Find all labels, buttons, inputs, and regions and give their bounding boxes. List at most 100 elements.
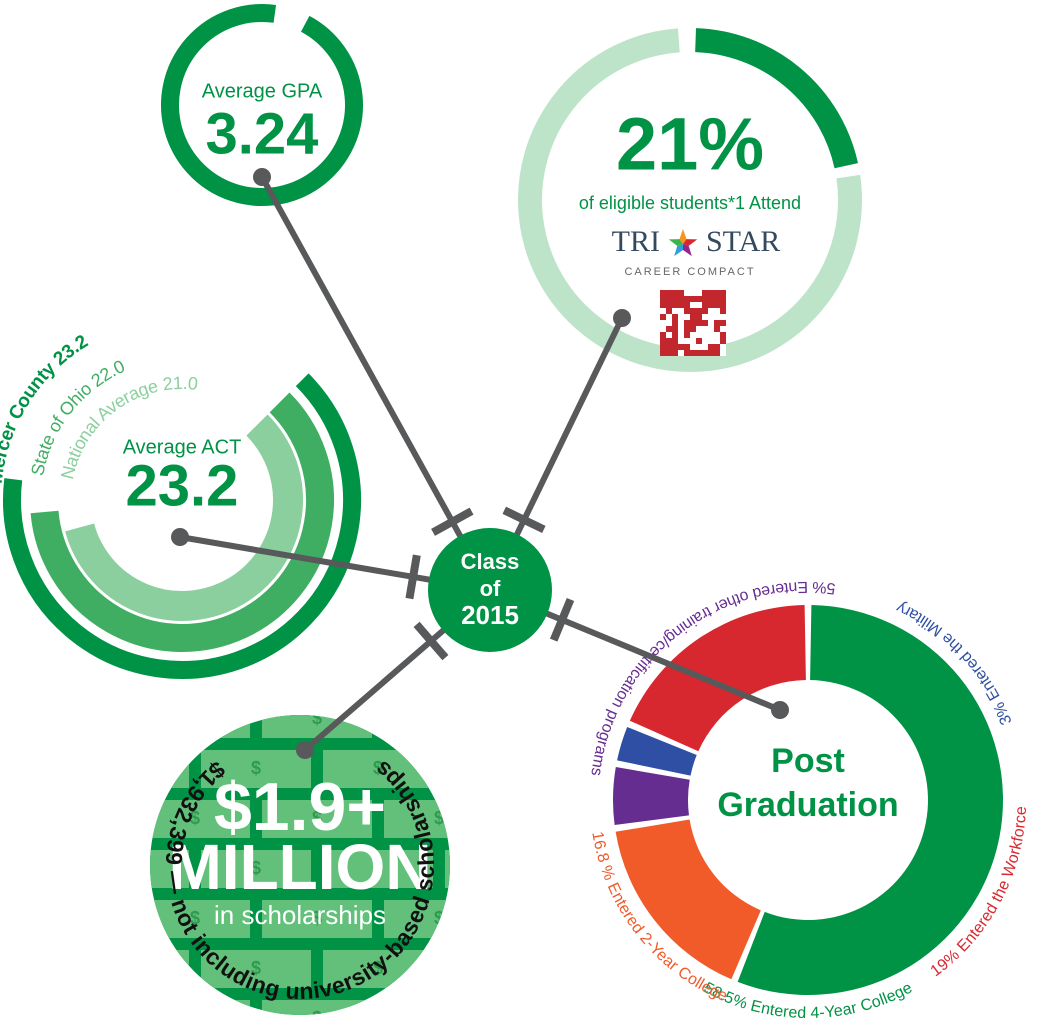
qr-cell: [690, 350, 696, 356]
qr-cell: [666, 344, 672, 350]
qr-cell: [702, 302, 708, 308]
qr-cell: [672, 320, 678, 326]
bill: [140, 1000, 250, 1029]
center-label: Class: [461, 549, 520, 574]
connector-cap: [433, 511, 472, 532]
qr-cell: [660, 344, 666, 350]
qr-cell: [720, 302, 726, 308]
post-title: Post: [771, 742, 845, 780]
bill-symbol: $: [434, 908, 444, 928]
bill-symbol: $: [434, 808, 444, 828]
bill-symbol: $: [434, 708, 444, 728]
qr-cell: [660, 314, 666, 320]
qr-cell: [696, 320, 702, 326]
infographic: Average GPA3.2421%of eligible students*1…: [0, 0, 1046, 1029]
bill-symbol: $: [312, 708, 322, 728]
qr-cell: [672, 302, 678, 308]
logo-tagline: CAREER COMPACT: [624, 266, 755, 278]
logo-right: STAR: [706, 225, 780, 258]
qr-cell: [720, 338, 726, 344]
tristar-percent: 21%: [616, 103, 764, 186]
post-segment: [616, 820, 761, 980]
connector-dot: [253, 168, 271, 186]
bill-symbol: $: [68, 908, 78, 928]
bill: [79, 950, 189, 988]
gpa-value: 3.24: [206, 101, 319, 166]
logo-left: TRI: [612, 225, 660, 258]
qr-cell: [714, 326, 720, 332]
connector-dot: [613, 309, 631, 327]
scholarship-caption: in scholarships: [214, 900, 386, 930]
connector-cap: [409, 555, 416, 598]
center-label: 2015: [461, 600, 519, 630]
qr-cell: [660, 296, 666, 302]
qr-cell: [684, 332, 690, 338]
qr-cell: [672, 326, 678, 332]
qr-cell: [714, 302, 720, 308]
post-segment: [613, 767, 690, 825]
bill: [384, 1000, 494, 1029]
qr-cell: [696, 314, 702, 320]
bill: [506, 900, 616, 938]
bill-symbol: $: [129, 858, 139, 878]
qr-cell: [678, 302, 684, 308]
page: Average GPA3.2421%of eligible students*1…: [0, 0, 1046, 1029]
bill-symbol: $: [495, 758, 505, 778]
qr-cell: [714, 290, 720, 296]
bill: [506, 1000, 616, 1029]
qr-cell: [672, 290, 678, 296]
qr-cell: [702, 290, 708, 296]
bill-symbol: $: [495, 858, 505, 878]
connector-dot: [771, 701, 789, 719]
qr-cell: [678, 290, 684, 296]
qr-cell: [702, 320, 708, 326]
qr-cell: [690, 308, 696, 314]
qr-cell: [690, 320, 696, 326]
qr-cell: [672, 344, 678, 350]
qr-cell: [660, 290, 666, 296]
bill-symbol: $: [556, 908, 566, 928]
bill: [18, 1000, 128, 1029]
qr-cell: [684, 296, 690, 302]
bill-symbol: $: [68, 808, 78, 828]
qr-cell: [696, 296, 702, 302]
qr-cell: [708, 302, 714, 308]
connector-dot: [171, 528, 189, 546]
bill-symbol: $: [556, 808, 566, 828]
qr-cell: [714, 344, 720, 350]
qr-cell: [684, 326, 690, 332]
bill-symbol: $: [68, 1008, 78, 1028]
bill: [18, 900, 128, 938]
bill: [18, 700, 128, 738]
qr-cell: [720, 290, 726, 296]
qr-cell: [660, 338, 666, 344]
qr-cell: [672, 314, 678, 320]
qr-cell: [660, 332, 666, 338]
qr-cell: [708, 344, 714, 350]
qr-cell: [720, 296, 726, 302]
qr-cell: [672, 296, 678, 302]
qr-cell: [666, 338, 672, 344]
qr-cell: [702, 308, 708, 314]
qr-cell: [720, 320, 726, 326]
qr-cell: [684, 302, 690, 308]
qr-cell: [714, 296, 720, 302]
qr-cell: [678, 296, 684, 302]
qr-cell: [666, 296, 672, 302]
qr-cell: [666, 302, 672, 308]
qr-cell: [666, 350, 672, 356]
bill: [262, 1000, 372, 1029]
qr-cell: [672, 338, 678, 344]
bill-symbol: $: [556, 708, 566, 728]
bill-symbol: $: [556, 1008, 566, 1028]
logo-star-point: [674, 244, 683, 256]
qr-cell: [666, 326, 672, 332]
qr-cell: [684, 350, 690, 356]
bill: [445, 850, 555, 888]
gpa-label: Average GPA: [202, 80, 323, 102]
qr-cell: [696, 350, 702, 356]
qr-cell: [720, 308, 726, 314]
qr-cell: [690, 296, 696, 302]
post-segment: [630, 605, 806, 751]
bill-symbol: $: [495, 958, 505, 978]
